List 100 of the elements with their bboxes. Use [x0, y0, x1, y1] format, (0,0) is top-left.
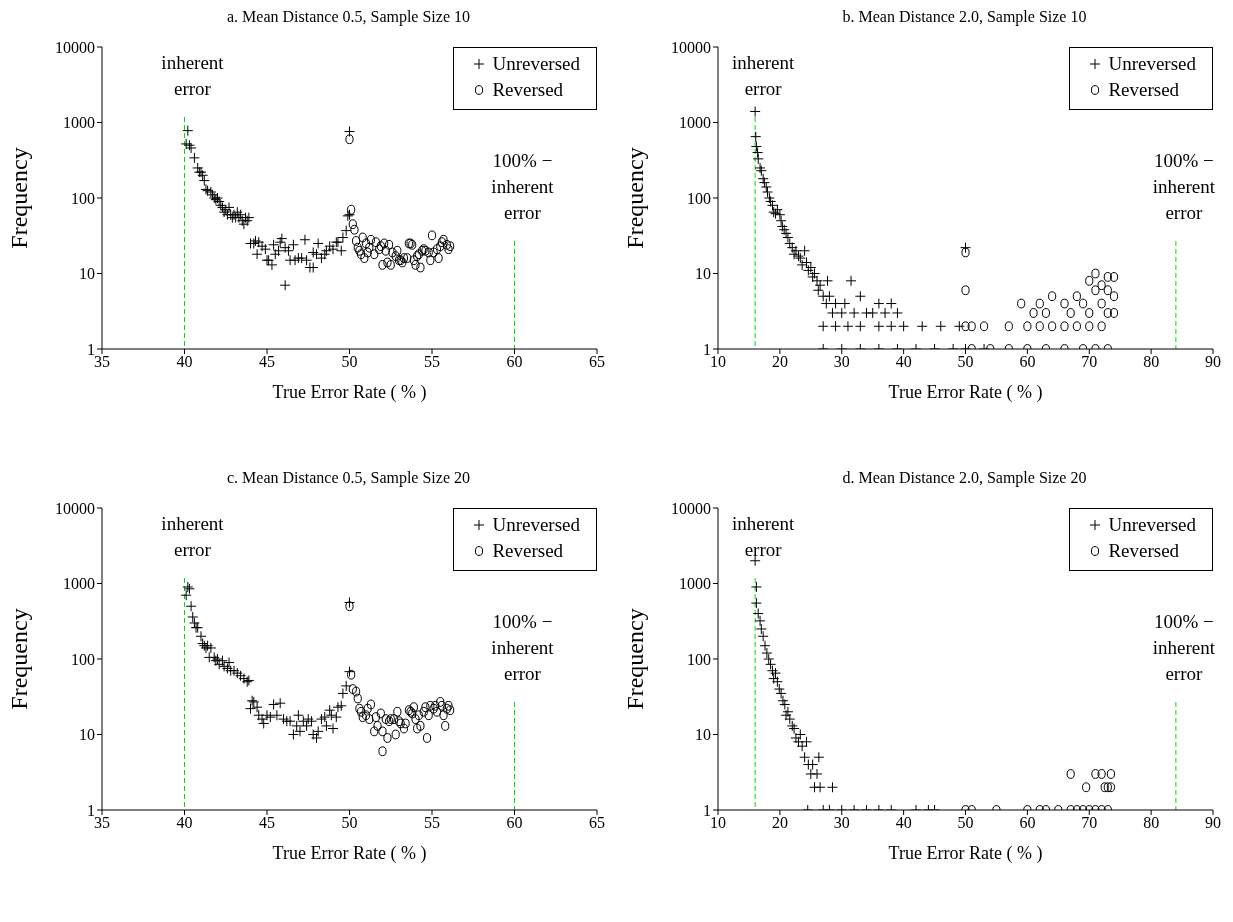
- point: [444, 244, 453, 255]
- x-axis-title: True Error Rate ( % ): [888, 843, 1043, 864]
- point: [376, 241, 385, 252]
- y-tick-label: 10000: [671, 499, 711, 517]
- point: [754, 615, 766, 627]
- point: [424, 247, 433, 258]
- x-tick-label: 50: [957, 814, 974, 832]
- point: [403, 253, 412, 263]
- ref-line-label: inherent error: [161, 52, 225, 99]
- y-axis-title: Frequency: [621, 608, 648, 710]
- x-tick-label: 40: [176, 814, 193, 832]
- point: [345, 134, 354, 145]
- point: [750, 581, 762, 593]
- x-tick-label: 20: [771, 353, 788, 371]
- point: [365, 714, 374, 724]
- x-axis-title: True Error Rate ( % ): [888, 382, 1043, 403]
- point: [370, 249, 379, 260]
- point: [813, 751, 825, 763]
- x-tick-label: 45: [259, 353, 275, 371]
- legend-label: Reversed: [1108, 539, 1180, 563]
- point: [378, 746, 387, 757]
- point: [416, 721, 425, 731]
- point: [796, 740, 808, 752]
- point: [757, 630, 769, 642]
- point: [429, 703, 438, 714]
- point: [383, 733, 392, 743]
- point: [436, 697, 445, 707]
- point: [375, 244, 384, 255]
- point: [431, 700, 440, 711]
- point: [352, 236, 361, 246]
- point: [1097, 769, 1106, 779]
- x-tick-label: 50: [341, 353, 358, 371]
- y-tick-label: 100: [71, 650, 95, 668]
- point: [784, 713, 796, 725]
- point: [363, 247, 372, 258]
- point: [352, 686, 361, 697]
- x-tick-label: 90: [1205, 814, 1221, 832]
- y-tick-label: 10000: [671, 38, 711, 56]
- point: [759, 640, 771, 652]
- point: [763, 653, 775, 665]
- y-tick-label: 10: [79, 265, 95, 283]
- point: [749, 555, 761, 567]
- point: [432, 244, 442, 255]
- point: [761, 647, 773, 659]
- point: [386, 714, 395, 724]
- point: [358, 232, 367, 243]
- x-tick-label: 40: [176, 353, 193, 371]
- y-tick-label: 1000: [679, 575, 711, 593]
- x-tick-label: 35: [94, 353, 110, 371]
- point: [790, 732, 802, 744]
- point: [441, 721, 450, 731]
- y-tick-label: 10: [79, 726, 95, 744]
- x-tick-label: 70: [1081, 814, 1098, 832]
- point: [434, 253, 443, 263]
- point: [386, 260, 395, 270]
- point: [361, 238, 371, 249]
- point: [1106, 782, 1116, 793]
- point: [399, 723, 409, 734]
- point: [750, 597, 762, 609]
- point: [814, 781, 826, 793]
- point: [355, 703, 364, 714]
- point: [356, 249, 366, 260]
- point: [381, 714, 390, 724]
- point: [811, 768, 823, 780]
- point: [437, 237, 446, 248]
- chart-title: a. Mean Distance 0.5, Sample Size 10: [225, 8, 471, 26]
- point: [765, 658, 777, 670]
- point: [442, 239, 451, 250]
- point: [385, 716, 394, 727]
- point: [360, 253, 369, 263]
- point: [755, 623, 767, 635]
- point: [422, 733, 432, 743]
- x-tick-label: 60: [1019, 353, 1036, 371]
- point: [361, 710, 371, 721]
- point: [356, 706, 366, 717]
- point: [413, 723, 422, 734]
- point: [391, 251, 400, 261]
- point: [373, 721, 382, 731]
- point: [437, 700, 446, 711]
- point: [792, 736, 804, 748]
- y-axis-title: Frequency: [621, 147, 648, 249]
- point: [389, 714, 399, 724]
- point: [371, 712, 380, 722]
- point: [826, 781, 838, 793]
- point: [1106, 769, 1116, 779]
- x-tick-label: 20: [771, 814, 788, 832]
- chart-title: d. Mean Distance 2.0, Sample Size 20: [841, 469, 1088, 487]
- point: [388, 247, 397, 258]
- y-tick-label: 1: [87, 340, 95, 358]
- ref-line-label: inherent error: [731, 52, 795, 99]
- point: [401, 718, 410, 729]
- y-tick-label: 1: [87, 801, 95, 819]
- point: [393, 706, 402, 717]
- point: [444, 700, 453, 711]
- x-tick-label: 30: [833, 814, 850, 832]
- point: [446, 241, 455, 252]
- ref-line-label: 100% − inherent error: [1152, 150, 1216, 223]
- ref-line-label: inherent error: [731, 513, 795, 560]
- y-axis-title: Frequency: [5, 147, 32, 249]
- point: [770, 667, 782, 679]
